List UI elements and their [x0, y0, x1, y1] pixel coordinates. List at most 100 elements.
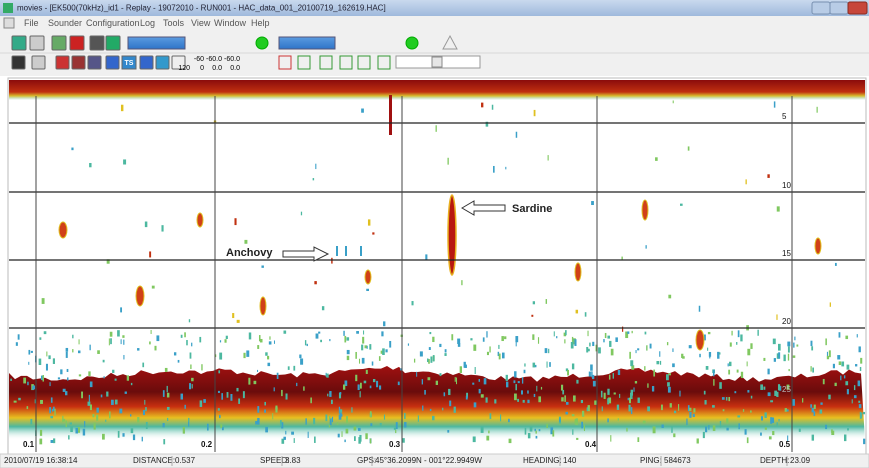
toolbar-button[interactable]	[52, 36, 66, 50]
echo-speck	[572, 414, 575, 416]
playback-button[interactable]	[378, 56, 390, 69]
echo-speck	[643, 421, 646, 424]
echo-speck	[267, 363, 270, 366]
echo-speck	[857, 334, 858, 337]
toolbar-button[interactable]	[88, 56, 101, 69]
echo-speck	[626, 428, 627, 432]
echo-speck	[367, 346, 368, 349]
echo-speck	[794, 337, 795, 341]
toolbar-button[interactable]	[12, 36, 26, 50]
echo-speck	[847, 365, 850, 370]
echo-speck	[301, 212, 302, 216]
echo-speck	[536, 436, 538, 439]
toolbar-button[interactable]	[140, 56, 153, 69]
echo-speck	[631, 407, 632, 414]
echo-speck	[486, 436, 489, 441]
surface-layer	[9, 80, 865, 100]
echo-speck	[793, 355, 795, 357]
echo-speck	[265, 427, 268, 432]
playback-button[interactable]	[298, 56, 310, 69]
ts-button-label[interactable]: TS	[125, 60, 134, 67]
echo-speck	[96, 415, 98, 421]
echo-speck	[536, 386, 537, 392]
echo-speck	[366, 289, 369, 291]
menu-item[interactable]: File	[24, 18, 39, 28]
echo-speck	[819, 410, 822, 414]
echo-speck	[456, 378, 457, 385]
echo-speck	[787, 409, 789, 411]
echo-speck	[370, 386, 372, 389]
echo-speck	[156, 335, 159, 341]
echo-speck	[854, 385, 855, 390]
echo-speck	[726, 428, 728, 431]
echo-speck	[27, 382, 28, 385]
echo-speck	[562, 390, 564, 394]
echo-speck	[50, 416, 53, 418]
echo-speck	[123, 355, 124, 359]
echo-speck	[736, 342, 737, 345]
echo-speck	[747, 437, 749, 443]
toolbar-button[interactable]	[72, 56, 85, 69]
echo-speck	[689, 412, 691, 418]
menu-item[interactable]: Sounder	[48, 18, 82, 28]
menu-item[interactable]: Log	[140, 18, 155, 28]
toolbar-button[interactable]	[56, 56, 69, 69]
echo-speck	[174, 352, 176, 355]
echo-speck	[509, 439, 512, 443]
depth-label: 5	[782, 112, 787, 121]
playback-button[interactable]	[279, 56, 291, 69]
echo-speck	[127, 375, 129, 380]
echo-speck	[78, 351, 80, 354]
toolbar-button[interactable]	[32, 56, 45, 69]
toolbar-button[interactable]	[70, 36, 84, 50]
close-button[interactable]	[848, 2, 867, 14]
toolbar-button[interactable]	[106, 36, 120, 50]
echo-speck	[103, 360, 105, 363]
echo-speck	[548, 349, 549, 353]
toolbar-button[interactable]	[12, 56, 25, 69]
echo-speck	[845, 336, 848, 339]
echo-speck	[383, 321, 385, 326]
menu-item[interactable]: Tools	[163, 18, 185, 28]
echo-speck	[618, 418, 619, 420]
echo-speck	[647, 383, 648, 387]
echo-speck	[539, 429, 541, 431]
toolbar-button[interactable]	[90, 36, 104, 50]
status-label: GPS:	[357, 456, 376, 465]
playback-button[interactable]	[320, 56, 332, 69]
echo-speck	[370, 411, 372, 417]
echo-speck	[347, 356, 349, 360]
playback-button[interactable]	[340, 56, 352, 69]
menu-item[interactable]: Configuration	[86, 18, 140, 28]
echo-speck	[143, 410, 145, 415]
minimize-button[interactable]	[812, 2, 830, 14]
playback-button[interactable]	[358, 56, 370, 69]
menu-item[interactable]: Window	[214, 18, 247, 28]
echo-speck	[719, 352, 720, 354]
anchovy-echo	[345, 246, 347, 256]
echo-speck	[145, 407, 147, 411]
toolbar-button[interactable]	[106, 56, 119, 69]
menu-item[interactable]: View	[191, 18, 211, 28]
toolbar-button[interactable]	[156, 56, 169, 69]
echo-speck	[767, 174, 769, 178]
menu-item[interactable]: Help	[251, 18, 270, 28]
echo-speck	[238, 398, 240, 403]
echo-speck	[517, 399, 519, 402]
echo-speck	[92, 414, 94, 417]
echo-speck	[283, 331, 286, 334]
echo-speck	[661, 405, 663, 411]
echo-speck	[28, 362, 29, 365]
echo-speck	[184, 332, 186, 337]
echo-speck	[420, 351, 423, 356]
status-label: HEADING:	[523, 456, 562, 465]
echo-speck	[320, 340, 322, 342]
echo-speck	[60, 369, 62, 374]
toolbar-button[interactable]	[30, 36, 44, 50]
maximize-button[interactable]	[830, 2, 848, 14]
echo-speck	[68, 435, 69, 439]
echo-speck	[611, 349, 614, 356]
echo-speck	[430, 409, 432, 411]
slider-thumb[interactable]	[432, 57, 442, 67]
echo-speck	[571, 342, 574, 349]
